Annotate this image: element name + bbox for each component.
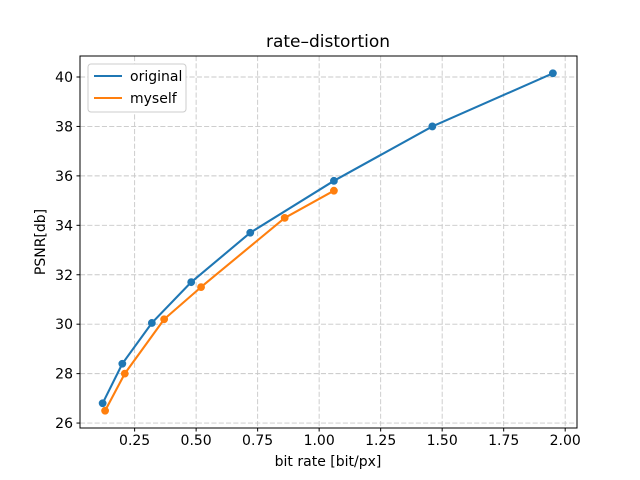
y-tick-label: 28 bbox=[55, 367, 73, 383]
grid-layer bbox=[80, 56, 577, 428]
series-marker-myself bbox=[101, 406, 109, 415]
y-tick-label: 26 bbox=[55, 416, 73, 432]
series-line-myself bbox=[104, 189, 335, 412]
series-marker-original bbox=[187, 278, 196, 287]
x-tick-label: 1.25 bbox=[365, 433, 396, 449]
y-tick-label: 34 bbox=[55, 218, 73, 234]
legend-label-original: original bbox=[130, 69, 182, 85]
x-tick-label: 1.00 bbox=[304, 433, 335, 449]
plot-area bbox=[80, 56, 577, 428]
series-marker-myself bbox=[280, 214, 289, 222]
axis-tick-layer: 0.25 0.50 0.75 1.00 1.25 1.50 1.75 2.00 26 28 30 32… bbox=[55, 70, 581, 449]
x-axis-label: bit rate [bit/px] bbox=[275, 454, 382, 470]
y-tick-label: 30 bbox=[55, 317, 73, 333]
x-tick-label: 2.00 bbox=[550, 433, 581, 449]
y-tick-label: 38 bbox=[55, 119, 73, 135]
series-line-original bbox=[101, 72, 554, 405]
series-layer bbox=[98, 69, 557, 415]
chart-title: rate–distortion bbox=[266, 32, 390, 52]
y-tick-label: 36 bbox=[55, 169, 73, 185]
series-marker-original bbox=[330, 176, 338, 185]
series-marker-myself bbox=[330, 186, 338, 195]
series-marker-original bbox=[548, 69, 557, 78]
series-marker-myself bbox=[197, 283, 205, 292]
y-tick-label: 40 bbox=[55, 70, 73, 86]
series-marker-original bbox=[246, 228, 255, 237]
x-tick-label: 0.25 bbox=[119, 433, 150, 449]
x-tick-label: 1.75 bbox=[488, 433, 519, 449]
x-tick-label: 0.50 bbox=[181, 433, 212, 449]
series-marker-myself bbox=[120, 369, 129, 378]
y-axis-label: PSNR[db] bbox=[33, 209, 49, 275]
series-marker-original bbox=[147, 319, 156, 327]
series-marker-original bbox=[428, 122, 437, 131]
series-marker-original bbox=[98, 399, 107, 408]
plot-border bbox=[79, 55, 578, 429]
y-tick-label: 32 bbox=[55, 268, 73, 284]
legend-label-myself: myself bbox=[130, 91, 178, 107]
x-tick-label: 1.50 bbox=[427, 433, 458, 449]
legend: original myself bbox=[87, 63, 187, 113]
series-marker-myself bbox=[160, 315, 169, 324]
x-tick-label: 0.75 bbox=[242, 433, 273, 449]
series-marker-original bbox=[118, 359, 127, 368]
